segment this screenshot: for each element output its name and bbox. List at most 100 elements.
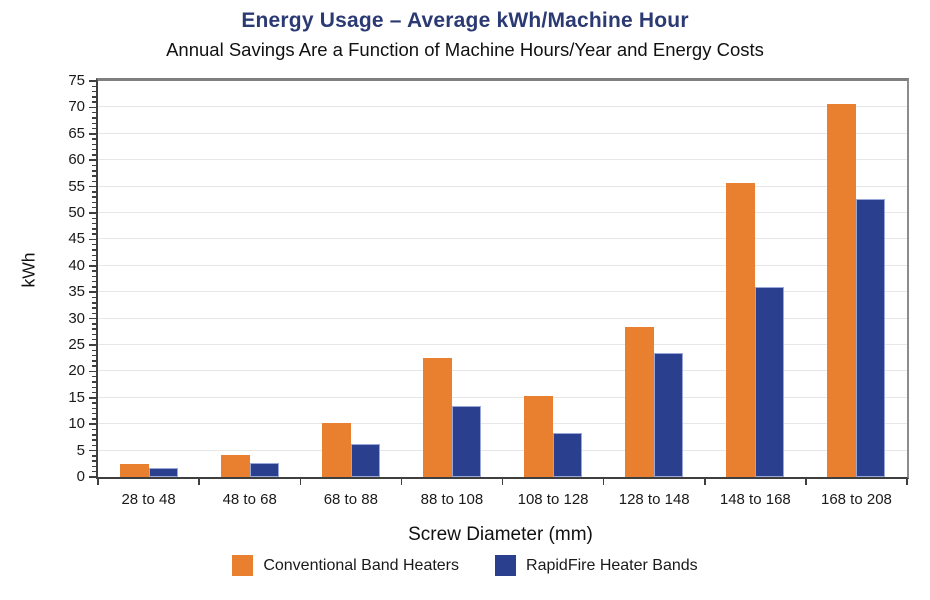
- x-category-label: 168 to 208: [820, 491, 892, 508]
- y-minor-tick: [92, 228, 96, 230]
- gridline: [98, 264, 907, 266]
- y-minor-tick: [92, 206, 96, 209]
- y-minor-tick: [92, 434, 96, 436]
- y-major-tick: [89, 423, 96, 425]
- y-minor-tick: [92, 217, 96, 220]
- legend-label: Conventional Band Heaters: [263, 556, 460, 574]
- bar-rapidfire: [553, 433, 583, 477]
- y-minor-tick: [92, 243, 96, 246]
- y-minor-tick: [92, 254, 96, 256]
- y-minor-tick: [92, 439, 96, 441]
- y-minor-tick: [92, 354, 96, 357]
- legend: Conventional Band Heaters RapidFire Heate…: [0, 555, 930, 576]
- y-minor-tick: [92, 391, 96, 394]
- y-minor-tick: [92, 270, 96, 272]
- y-minor-tick: [92, 365, 96, 367]
- x-category-label: 128 to 148: [618, 491, 690, 508]
- y-tick-label: 75: [68, 72, 85, 89]
- y-minor-tick: [92, 175, 96, 177]
- x-tick: [704, 479, 706, 485]
- gridline: [98, 317, 907, 319]
- y-minor-tick: [92, 428, 96, 431]
- y-tick-label: 70: [68, 98, 85, 116]
- bar-group: [98, 81, 199, 477]
- legend-swatch-rapidfire: [495, 555, 517, 576]
- x-tick: [299, 479, 301, 485]
- bar-rapidfire: [755, 286, 785, 477]
- gridline: [98, 396, 907, 398]
- y-minor-tick: [92, 444, 96, 447]
- y-major-tick: [89, 449, 96, 452]
- y-minor-tick: [92, 381, 96, 383]
- y-minor-tick: [92, 96, 96, 98]
- y-tick-label: 45: [68, 230, 85, 248]
- bar-rapidfire: [148, 467, 178, 477]
- y-minor-tick: [92, 407, 96, 410]
- y-minor-tick: [92, 143, 96, 146]
- y-minor-tick: [92, 117, 96, 119]
- bar-rapidfire: [654, 352, 684, 477]
- bar-group: [401, 81, 502, 477]
- x-axis-title: Screw Diameter (mm): [408, 524, 593, 545]
- chart-title: Energy Usage – Average kWh/Machine Hour: [241, 9, 689, 32]
- y-major-tick: [89, 80, 96, 82]
- bar-rapidfire: [856, 198, 886, 477]
- gridline: [98, 370, 907, 372]
- y-minor-tick: [92, 328, 96, 330]
- x-tick: [198, 479, 200, 485]
- y-major-tick: [89, 397, 96, 399]
- x-tick: [906, 479, 908, 485]
- y-minor-tick: [92, 418, 96, 420]
- y-minor-tick: [92, 180, 96, 183]
- y-minor-tick: [92, 222, 96, 225]
- y-major-tick: [89, 106, 96, 109]
- x-tick: [805, 479, 807, 485]
- x-category-label: 48 to 68: [222, 491, 277, 508]
- bar-group: [705, 81, 806, 477]
- gridline: [98, 185, 907, 187]
- x-category-label: 28 to 48: [121, 491, 176, 508]
- y-minor-tick: [92, 323, 96, 325]
- bar-group: [300, 81, 401, 477]
- gridline: [98, 449, 907, 451]
- y-tick-label: 40: [68, 256, 85, 274]
- bar-conventional: [220, 455, 250, 477]
- y-minor-tick: [92, 280, 96, 283]
- y-tick-label: 65: [68, 124, 85, 142]
- bar-group: [604, 81, 705, 477]
- plot-area: 0 5 10 15 20 25 30 35 40 45 50 55 60 65 70 75 28 to 48 48…: [68, 72, 909, 508]
- y-minor-tick: [92, 138, 96, 140]
- y-minor-tick: [92, 349, 96, 352]
- x-tick: [97, 479, 99, 485]
- y-major-tick: [89, 238, 96, 241]
- y-minor-tick: [92, 465, 96, 468]
- y-tick-label: 10: [68, 415, 85, 433]
- y-minor-tick: [92, 307, 96, 309]
- y-minor-tick: [92, 360, 96, 362]
- y-minor-tick: [92, 164, 96, 167]
- legend-item: RapidFire Heater Bands: [495, 555, 698, 576]
- x-tick: [400, 479, 403, 485]
- y-major-tick: [89, 344, 96, 346]
- x-category-label: 148 to 168: [719, 491, 791, 508]
- y-minor-tick: [92, 338, 96, 341]
- gridline: [98, 132, 907, 134]
- y-major-tick: [89, 212, 96, 214]
- gridline: [98, 238, 907, 240]
- y-minor-tick: [92, 259, 96, 262]
- y-minor-tick: [92, 296, 96, 299]
- bar-conventional: [726, 182, 756, 477]
- y-minor-tick: [92, 275, 96, 278]
- legend-swatch-conventional: [232, 555, 254, 576]
- y-major-tick: [89, 370, 96, 373]
- y-tick-label: 0: [76, 468, 85, 485]
- bar-rapidfire: [350, 443, 380, 477]
- y-tick-label: 15: [68, 388, 85, 406]
- y-minor-tick: [92, 455, 96, 457]
- gridline: [98, 423, 907, 425]
- gridline: [98, 106, 907, 108]
- y-minor-tick: [92, 201, 96, 204]
- y-minor-tick: [92, 170, 96, 172]
- y-major-tick: [89, 265, 96, 267]
